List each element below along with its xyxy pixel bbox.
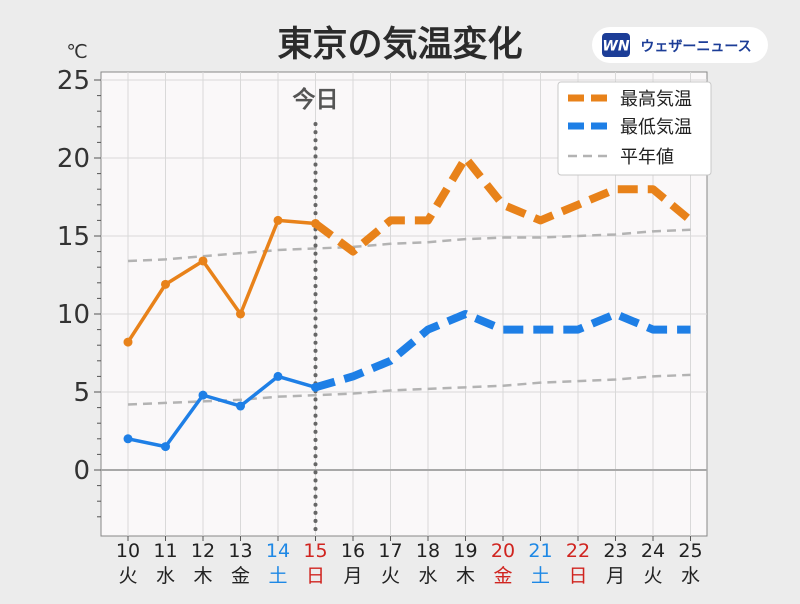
- x-tick-label-weekday: 日: [306, 565, 325, 587]
- high-observed-point: [198, 256, 208, 266]
- x-tick-label-weekday: 土: [268, 565, 287, 587]
- x-tick-label-date: 21: [528, 540, 552, 562]
- x-tick-label-date: 11: [153, 540, 177, 562]
- x-tick-label-date: 22: [566, 540, 590, 562]
- x-tick-label-weekday: 火: [381, 565, 400, 587]
- today-marker: 今日: [293, 86, 339, 538]
- y-axis: 0 5 10 15 20 25: [57, 66, 101, 518]
- x-tick-label-date: 15: [303, 540, 327, 562]
- logo-badge: [602, 33, 630, 57]
- x-tick-label-weekday: 火: [643, 565, 662, 587]
- x-tick-label-date: 12: [191, 540, 215, 562]
- x-tick-label-date: 10: [116, 540, 140, 562]
- high-observed-line: [126, 218, 316, 344]
- low-observed-point: [273, 371, 283, 381]
- x-tick-label-weekday: 金: [231, 565, 250, 587]
- x-tick-label-weekday: 木: [193, 565, 212, 587]
- legend-box: [557, 81, 712, 176]
- logo-badge-text: WN: [602, 39, 629, 55]
- x-tick-label-date: 17: [378, 540, 402, 562]
- high-observed-point: [236, 309, 245, 319]
- low-observed-point: [236, 401, 245, 411]
- y-tick-label: 25: [57, 66, 90, 96]
- x-tick-label-weekday: 水: [681, 565, 700, 587]
- x-tick-label-date: 19: [453, 540, 477, 562]
- x-tick-label-date: 14: [266, 540, 290, 562]
- low-forecast-line: [314, 310, 691, 392]
- x-tick-label-date: 20: [491, 540, 515, 562]
- chart-title: 東京の気温変化: [277, 24, 522, 65]
- x-axis: 10火11水12木13金14土15日16月17火18水19木20金21土22日2…: [116, 536, 703, 587]
- today-label: 今日: [293, 86, 339, 113]
- low-observed-point: [161, 442, 170, 452]
- x-tick-label-weekday: 水: [156, 565, 175, 587]
- legend-low-label: 最低気温: [620, 117, 692, 138]
- logo-brand-name: ウェザーニュース: [640, 39, 751, 55]
- normal-high-line: [127, 228, 691, 263]
- weathernews-logo: WN ウェザーニュース: [592, 27, 768, 63]
- high-observed-point: [161, 279, 170, 289]
- x-tick-label-date: 24: [641, 540, 665, 562]
- x-tick-label-weekday: 日: [568, 565, 587, 587]
- legend-normal-label: 平年値: [620, 147, 674, 168]
- x-tick-label-weekday: 水: [418, 565, 437, 587]
- low-observed-point: [311, 382, 320, 392]
- y-tick-label: 0: [73, 456, 90, 486]
- y-tick-label: 15: [57, 222, 90, 252]
- x-tick-label-date: 13: [228, 540, 252, 562]
- x-tick-label-weekday: 金: [493, 565, 512, 587]
- legend-high-label: 最高気温: [620, 89, 692, 110]
- x-tick-label-weekday: 木: [456, 565, 475, 587]
- low-observed-point: [198, 390, 208, 400]
- y-unit-label: ℃: [66, 41, 87, 63]
- low-observed-point: [123, 434, 133, 444]
- x-tick-label-date: 18: [416, 540, 440, 562]
- y-tick-label: 5: [73, 378, 90, 408]
- low-observed-line: [127, 374, 316, 449]
- high-observed-point: [273, 215, 283, 225]
- x-tick-label-date: 25: [678, 540, 702, 562]
- x-tick-label-date: 16: [341, 540, 365, 562]
- high-observed-point: [123, 337, 133, 347]
- x-tick-label-weekday: 土: [531, 565, 550, 587]
- high-forecast-line: [313, 154, 694, 256]
- x-tick-label-date: 23: [603, 540, 627, 562]
- y-tick-label: 10: [57, 300, 90, 330]
- series-layer: [123, 154, 694, 452]
- x-tick-label-weekday: 月: [343, 565, 362, 587]
- high-observed-point: [311, 219, 320, 229]
- logo-pill: [592, 27, 768, 63]
- x-tick-label-weekday: 火: [118, 565, 137, 587]
- y-tick-label: 20: [57, 144, 90, 174]
- x-tick-label-weekday: 月: [606, 565, 625, 587]
